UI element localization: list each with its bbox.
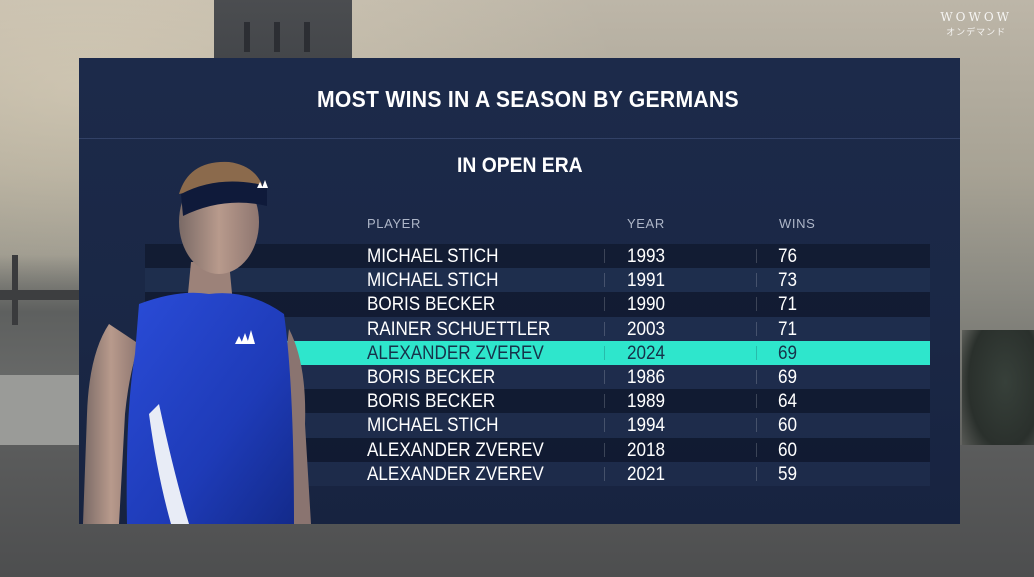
year-cell: 2003 [627,318,666,340]
year-cell: 1986 [627,366,666,388]
year-cell: 1993 [627,246,666,267]
table-row: MICHAEL STICH 1991 73 [145,268,930,293]
player-name-cell: MICHAEL STICH [367,415,499,437]
column-separator [756,273,757,288]
player-name-cell: RAINER SCHUETTLER [367,318,551,340]
column-separator [604,249,605,263]
column-separator [604,442,605,457]
column-separator [756,442,757,457]
column-separator [604,297,605,312]
year-cell: 2018 [627,439,666,461]
column-separator [756,297,757,312]
year-cell: 1990 [627,294,666,316]
player-name-cell: ALEXANDER ZVEREV [367,439,544,461]
player-name-cell: MICHAEL STICH [367,246,499,267]
player-name-cell: ALEXANDER ZVEREV [367,342,544,364]
panel-subtitle: IN OPEN ERA [457,154,583,177]
player-name-cell: ALEXANDER ZVEREV [367,463,544,485]
column-separator [604,466,605,481]
watermark-brand: WOWOW [940,10,1012,24]
year-cell: 2024 [627,342,666,364]
column-separator [756,321,757,336]
wins-cell: 73 [778,270,798,292]
wins-cell: 59 [778,463,798,485]
player-name-cell: BORIS BECKER [367,366,496,388]
column-separator [756,394,757,409]
wins-cell: 64 [778,391,798,413]
year-cell: 1989 [627,391,666,413]
column-separator [756,369,757,384]
player-name-cell: BORIS BECKER [367,294,496,316]
stats-panel: MOST WINS IN A SEASON BY GERMANS IN OPEN… [79,58,960,524]
wins-cell: 76 [778,246,798,267]
wins-cell: 71 [778,318,798,340]
column-separator [604,345,605,360]
column-separator [756,466,757,481]
table-row: MICHAEL STICH 1993 76 [145,244,930,269]
column-header-wins: WINS [779,216,816,231]
year-cell: 1991 [627,270,666,292]
column-separator [756,345,757,360]
column-separator [756,249,757,263]
wins-cell: 60 [778,415,798,437]
wins-cell: 71 [778,294,798,316]
background-trees [962,330,1034,460]
column-separator [756,418,757,433]
watermark-sub: オンデマンド [946,27,1007,37]
player-name-cell: BORIS BECKER [367,391,496,413]
wins-cell: 69 [778,342,798,364]
broadcaster-watermark: WOWOW オンデマンド [940,10,1012,38]
panel-title: MOST WINS IN A SEASON BY GERMANS [317,86,739,112]
column-separator [604,369,605,384]
column-separator [604,321,605,336]
column-header-player: PLAYER [367,216,421,231]
wins-cell: 60 [778,439,798,461]
title-divider [79,138,960,139]
player-photo [83,161,311,524]
wins-cell: 69 [778,366,798,388]
column-separator [604,394,605,409]
year-cell: 1994 [627,415,666,437]
column-header-year: YEAR [627,216,665,231]
column-separator [604,273,605,288]
year-cell: 2021 [627,463,666,485]
background-stadium [0,255,80,445]
player-name-cell: MICHAEL STICH [367,270,499,292]
column-separator [604,418,605,433]
